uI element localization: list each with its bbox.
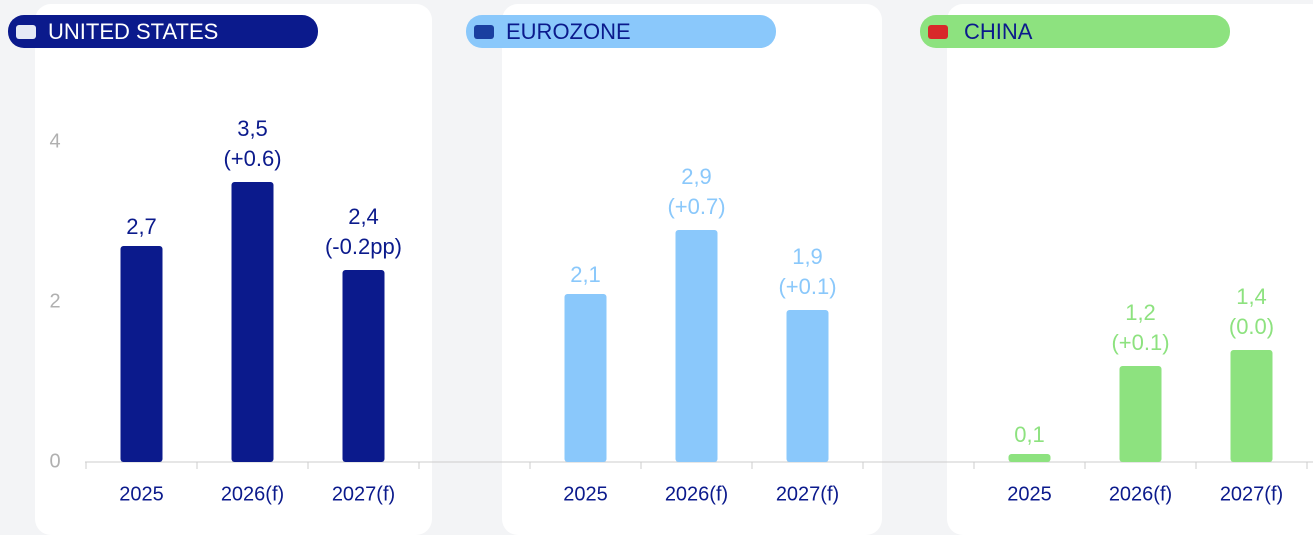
value-label: 1,4 bbox=[1236, 284, 1267, 309]
x-tick-label: 2027(f) bbox=[1220, 483, 1283, 505]
x-tick-label: 2027(f) bbox=[776, 483, 839, 505]
bar bbox=[1119, 366, 1162, 462]
value-label: 0,1 bbox=[1014, 422, 1045, 447]
bar bbox=[231, 182, 274, 462]
change-label: (+0.6) bbox=[223, 146, 281, 171]
flag-icon bbox=[16, 25, 36, 39]
x-tick-label: 2025 bbox=[119, 483, 164, 505]
value-label: 2,7 bbox=[126, 214, 157, 239]
panel-title-pill bbox=[8, 15, 318, 48]
x-tick-label: 2026(f) bbox=[1109, 483, 1172, 505]
change-label: (-0.2pp) bbox=[325, 234, 402, 259]
bar bbox=[342, 270, 385, 462]
bar bbox=[1230, 350, 1273, 462]
value-label: 1,2 bbox=[1125, 300, 1156, 325]
value-label: 2,9 bbox=[681, 164, 712, 189]
value-label: 3,5 bbox=[237, 116, 268, 141]
x-tick-label: 2027(f) bbox=[332, 483, 395, 505]
x-tick-label: 2025 bbox=[1007, 483, 1052, 505]
change-label: (+0.7) bbox=[667, 194, 725, 219]
panel-title-pill bbox=[466, 15, 776, 48]
bar bbox=[675, 230, 718, 462]
panel-card bbox=[947, 4, 1313, 535]
bar bbox=[786, 310, 829, 462]
panel-title: UNITED STATES bbox=[48, 19, 218, 44]
bar bbox=[564, 294, 607, 462]
change-label: (0.0) bbox=[1229, 314, 1274, 339]
panel-title: CHINA bbox=[964, 19, 1033, 44]
x-tick-label: 2026(f) bbox=[665, 483, 728, 505]
value-label: 1,9 bbox=[792, 244, 823, 269]
value-label: 2,1 bbox=[570, 262, 601, 287]
y-tick-label: 2 bbox=[49, 290, 60, 312]
y-tick-label: 4 bbox=[49, 130, 60, 152]
bar bbox=[120, 246, 163, 462]
x-tick-label: 2026(f) bbox=[221, 483, 284, 505]
x-tick-label: 2025 bbox=[563, 483, 608, 505]
flag-icon bbox=[928, 25, 948, 39]
panel-title-pill bbox=[920, 15, 1230, 48]
change-label: (+0.1) bbox=[1111, 330, 1169, 355]
value-label: 2,4 bbox=[348, 204, 379, 229]
panel-title: EUROZONE bbox=[506, 19, 631, 44]
bar bbox=[1008, 454, 1051, 462]
change-label: (+0.1) bbox=[778, 274, 836, 299]
y-tick-label: 0 bbox=[49, 450, 60, 472]
flag-icon bbox=[474, 25, 494, 39]
